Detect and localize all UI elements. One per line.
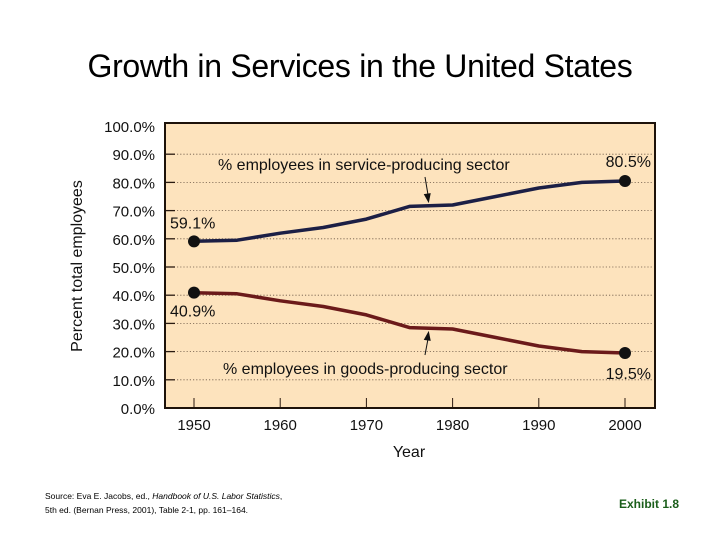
- x-tick-label: 1950: [177, 417, 210, 434]
- y-tick-label: 30.0%: [112, 316, 155, 333]
- y-tick-label: 60.0%: [112, 232, 155, 249]
- y-tick-label: 80.0%: [112, 175, 155, 192]
- source-prefix: Source: Eva E. Jacobs, ed.,: [45, 491, 153, 501]
- arrowhead-service: [423, 193, 431, 204]
- arrowhead-goods: [423, 330, 431, 341]
- data-label-service-end: 80.5%: [606, 154, 651, 171]
- x-tick-label: 1990: [522, 417, 555, 434]
- data-label-service-start: 59.1%: [170, 215, 215, 232]
- data-label-goods-end: 19.5%: [606, 366, 651, 383]
- plot-background: [165, 123, 655, 408]
- data-point-end: [619, 347, 631, 360]
- y-tick-label: 10.0%: [112, 373, 155, 390]
- slide-title: Growth in Services in the United States: [87, 48, 633, 84]
- y-tick-label: 100.0%: [104, 119, 155, 136]
- y-tick-label: 40.0%: [112, 288, 155, 305]
- x-tick-label: 1980: [436, 417, 469, 434]
- series-line-goods: [192, 290, 627, 355]
- y-tick-label: 0.0%: [121, 401, 155, 418]
- source-title: Handbook of U.S. Labor Statistics: [152, 491, 280, 501]
- y-axis-label: Percent total employees: [69, 180, 86, 352]
- x-tick-label: 2000: [608, 417, 641, 434]
- annotation-service: % employees in service-producing sector: [218, 157, 510, 174]
- y-tick-label: 50.0%: [112, 260, 155, 277]
- y-tick-label: 90.0%: [112, 147, 155, 164]
- data-point-start: [188, 235, 200, 248]
- plot-frame: [164, 122, 656, 409]
- x-axis-label: Year: [393, 444, 426, 461]
- y-tick-label: 70.0%: [112, 204, 155, 221]
- x-tick-label: 1960: [264, 417, 297, 434]
- source-line-2: 5th ed. (Bernan Press, 2001), Table 2-1,…: [45, 505, 249, 515]
- exhibit-label: Exhibit 1.8: [619, 497, 680, 511]
- data-point-start: [188, 286, 200, 299]
- data-label-goods-start: 40.9%: [170, 304, 215, 321]
- y-tick-label: 20.0%: [112, 345, 155, 362]
- x-tick-label: 1970: [350, 417, 383, 434]
- data-point-end: [619, 174, 631, 187]
- series-line-service: [192, 179, 627, 244]
- annotation-goods: % employees in goods-producing sector: [223, 361, 508, 378]
- source-citation: Source: Eva E. Jacobs, ed., Handbook of …: [45, 489, 282, 517]
- source-suffix: ,: [279, 491, 283, 501]
